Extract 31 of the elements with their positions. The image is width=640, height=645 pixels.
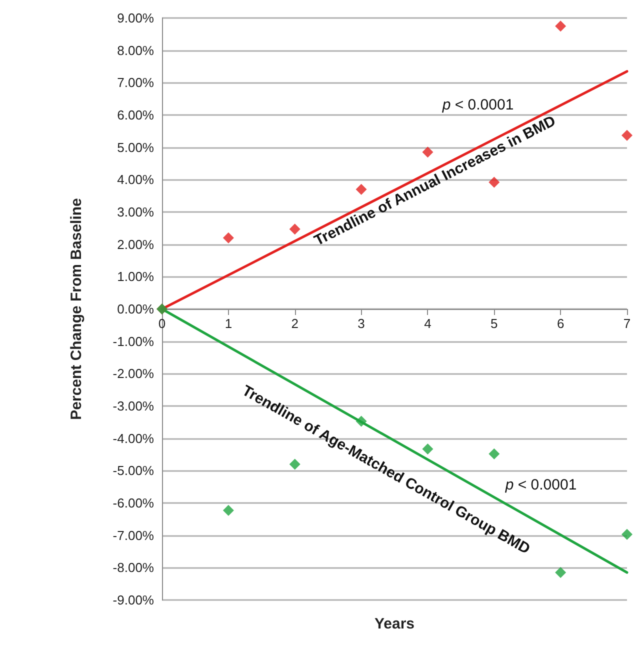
y-tick-label: -3.00% bbox=[112, 398, 154, 414]
y-tick-label: -6.00% bbox=[112, 496, 154, 510]
y-tick-label: 2.00% bbox=[117, 236, 154, 252]
annotation: p < 0.0001 bbox=[504, 476, 577, 494]
y-tick-label: 5.00% bbox=[117, 140, 154, 155]
x-tick-label: 4 bbox=[424, 316, 432, 331]
y-tick-label: -1.00% bbox=[112, 334, 154, 349]
x-tick-label: 6 bbox=[556, 316, 564, 331]
annotation: p < 0.0001 bbox=[441, 96, 514, 114]
y-tick-label: -9.00% bbox=[112, 592, 154, 608]
x-tick-label: 7 bbox=[623, 316, 631, 331]
y-tick-label: 1.00% bbox=[117, 269, 154, 284]
y-tick-label: -2.00% bbox=[112, 366, 154, 382]
y-tick-label: 9.00% bbox=[117, 10, 154, 26]
y-tick-label: 3.00% bbox=[117, 204, 154, 220]
x-axis-title: Years bbox=[374, 616, 415, 632]
x-tick-label: 2 bbox=[291, 316, 298, 331]
y-tick-label: 4.00% bbox=[117, 172, 154, 188]
y-tick-label: 0.00% bbox=[117, 302, 154, 316]
y-tick-label: 6.00% bbox=[117, 108, 154, 122]
y-tick-label: -8.00% bbox=[112, 560, 154, 576]
x-tick-label: 1 bbox=[224, 316, 232, 331]
y-tick-label: 7.00% bbox=[117, 75, 154, 90]
y-tick-label: -4.00% bbox=[112, 430, 154, 446]
y-tick-label: 8.00% bbox=[117, 42, 154, 58]
y-axis-title: Percent Change From Baseline bbox=[68, 198, 85, 420]
x-tick-label: 5 bbox=[490, 316, 498, 331]
x-tick-label: 0 bbox=[158, 316, 166, 331]
y-tick-label: -5.00% bbox=[112, 463, 154, 478]
y-tick-label: -7.00% bbox=[112, 528, 154, 543]
x-tick-label: 3 bbox=[358, 316, 365, 331]
